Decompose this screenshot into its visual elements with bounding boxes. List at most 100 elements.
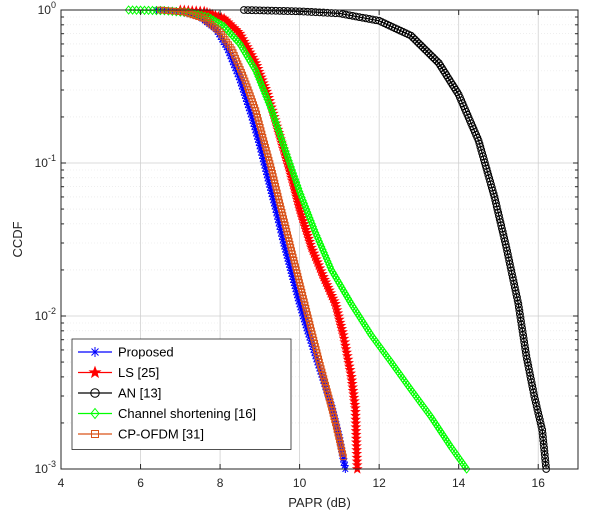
x-tick-label: 10 (293, 476, 307, 490)
data-point (340, 453, 347, 461)
data-point (409, 33, 417, 42)
x-tick-label: 4 (58, 476, 65, 490)
data-point (258, 130, 266, 138)
data-point (257, 127, 265, 134)
data-point (462, 464, 471, 474)
data-point (263, 6, 272, 15)
data-point (335, 433, 342, 440)
legend-entry-proposed: Proposed (78, 345, 174, 360)
data-point (177, 8, 184, 15)
legend-label: AN [13] (118, 386, 161, 401)
data-point (205, 19, 213, 26)
x-tick-label: 14 (452, 476, 466, 490)
data-point (315, 8, 324, 17)
data-point (88, 365, 102, 379)
series-cp-ofdm-31 (157, 6, 347, 461)
data-point (254, 113, 261, 121)
data-point (422, 47, 431, 56)
legend-box (71, 338, 292, 450)
y-tick-exponent: -2 (48, 306, 56, 316)
x-axis-label: PAPR (dB) (288, 495, 351, 510)
data-point (339, 450, 346, 457)
data-point (323, 8, 332, 17)
data-point (209, 22, 217, 30)
data-point (326, 262, 335, 272)
legend-entry-channel-shortening-16: Channel shortening [16] (78, 406, 256, 421)
data-point (332, 423, 340, 430)
data-point (214, 26, 222, 34)
y-tick-base: 10 (35, 309, 49, 323)
data-point (336, 440, 344, 447)
data-point (90, 388, 100, 398)
data-point (419, 43, 427, 52)
data-point (428, 53, 437, 62)
y-tick-base: 10 (35, 156, 49, 170)
data-point (417, 41, 425, 50)
data-point (212, 24, 219, 32)
legend-label: Channel shortening [16] (118, 406, 256, 421)
data-point (426, 51, 435, 60)
data-point (338, 446, 346, 454)
legend-label: CP-OFDM [31] (118, 427, 204, 442)
data-point (311, 8, 320, 17)
data-point (275, 6, 284, 15)
data-point (203, 17, 210, 24)
data-point (259, 134, 267, 141)
data-point (333, 426, 341, 434)
data-point (287, 7, 296, 16)
data-point (307, 8, 316, 16)
y-tick-exponent: -1 (48, 153, 56, 163)
legend-label: LS [25] (118, 365, 159, 380)
legend: Proposed LS [25] AN [13] Channel shortening… (71, 338, 292, 450)
data-point (411, 35, 419, 44)
legend-entry-an-13: AN [13] (78, 386, 161, 401)
data-point (200, 15, 208, 22)
x-tick-label: 12 (372, 476, 386, 490)
data-point (267, 6, 276, 15)
data-point (420, 45, 429, 54)
data-point (173, 8, 180, 15)
data-point (252, 107, 260, 114)
y-tick-label: 10-3 (35, 459, 56, 476)
data-point (255, 117, 262, 124)
data-point (337, 443, 345, 451)
data-point (334, 429, 342, 437)
y-tick-base: 10 (35, 462, 49, 476)
plot-frame (60, 9, 579, 470)
series-layer (124, 4, 551, 474)
y-tick-label: 10-2 (35, 306, 56, 323)
data-point (407, 31, 415, 40)
data-point (332, 419, 339, 427)
legend-entry-cp-ofdm-31: CP-OFDM [31] (78, 427, 204, 442)
data-point (90, 347, 100, 357)
x-tick-label: 8 (217, 476, 224, 490)
data-point (415, 39, 423, 48)
data-point (336, 436, 343, 444)
data-point (271, 6, 280, 15)
data-point (256, 123, 264, 131)
data-point (291, 7, 300, 16)
y-tick-label: 10-1 (35, 153, 56, 170)
legend-entry-ls-25: LS [25] (78, 365, 159, 380)
data-point (424, 49, 433, 58)
y-tick-exponent: 0 (51, 0, 56, 10)
series-channel-shortening-16 (124, 5, 471, 474)
legend-label: Proposed (118, 345, 174, 360)
x-tick-label: 6 (137, 476, 144, 490)
x-tick-label: 16 (532, 476, 546, 490)
data-point (91, 430, 99, 438)
data-point (303, 7, 312, 16)
data-point (90, 407, 100, 420)
y-tick-base: 10 (38, 3, 52, 17)
data-point (169, 7, 176, 15)
data-point (207, 20, 215, 28)
data-point (253, 110, 261, 118)
data-point (165, 7, 172, 14)
y-tick-exponent: -3 (48, 459, 56, 469)
y-tick-label: 100 (38, 0, 56, 17)
y-axis-label: CCDF (10, 221, 25, 257)
data-point (430, 55, 439, 64)
data-point (279, 7, 288, 15)
